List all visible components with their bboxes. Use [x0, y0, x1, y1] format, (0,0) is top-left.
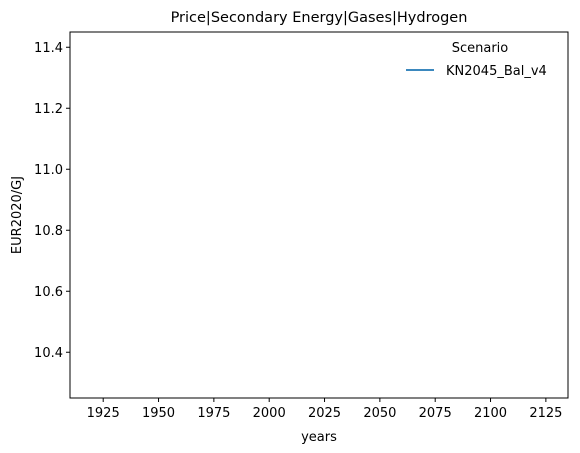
x-tick-label: 1925 — [87, 406, 120, 421]
x-tick-label: 2025 — [308, 406, 341, 421]
x-tick-label: 1975 — [197, 406, 230, 421]
y-axis-ticks: 10.4 10.6 10.8 11.0 11.2 11.4 — [34, 41, 70, 361]
x-tick-label: 2125 — [529, 406, 562, 421]
y-tick-label: 10.8 — [34, 224, 63, 239]
plot-area — [69, 31, 569, 399]
y-tick-label: 11.4 — [34, 41, 63, 56]
x-tick-label: 2075 — [419, 406, 452, 421]
legend-title: Scenario — [452, 41, 509, 56]
legend: Scenario KN2045_Bal_v4 — [406, 41, 547, 79]
y-tick-label: 10.6 — [34, 285, 63, 300]
legend-entry-label: KN2045_Bal_v4 — [446, 64, 547, 79]
x-axis-ticks: 1925 1950 1975 2000 2025 2050 2075 2100 2125 — [87, 398, 562, 421]
x-tick-label: 1950 — [142, 406, 175, 421]
x-axis-label: years — [301, 430, 337, 445]
x-tick-label: 2050 — [363, 406, 396, 421]
x-tick-label: 2000 — [253, 406, 286, 421]
x-tick-label: 2100 — [474, 406, 507, 421]
y-tick-label: 10.4 — [34, 346, 63, 361]
chart-title: Price|Secondary Energy|Gases|Hydrogen — [171, 10, 468, 26]
y-axis-label: EUR2020/GJ — [10, 176, 25, 254]
y-tick-label: 11.0 — [34, 163, 63, 178]
y-tick-label: 11.2 — [34, 102, 63, 117]
